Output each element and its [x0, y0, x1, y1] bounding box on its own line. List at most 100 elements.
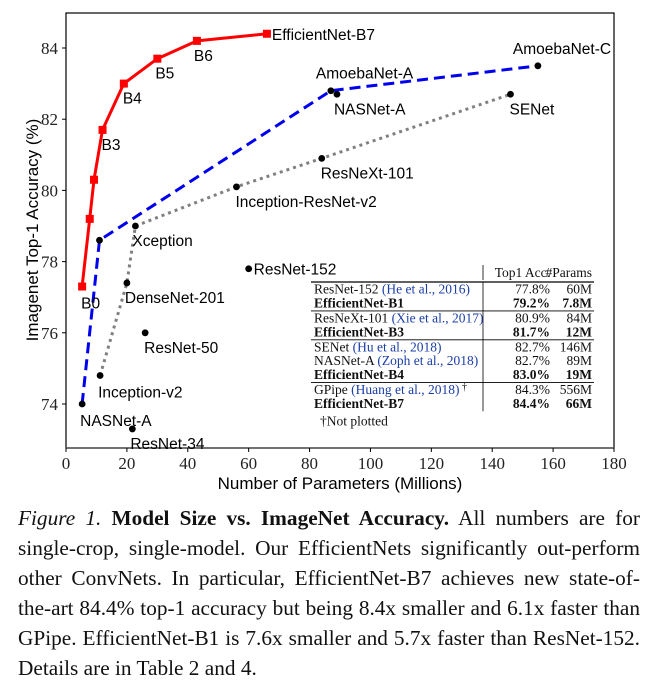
table-model-cell: EfficientNet-B4: [314, 367, 404, 382]
marker-hand-designed: [233, 183, 240, 191]
marker-efficientnet: [119, 79, 128, 88]
axes: 0 20 40 60 80 100 120 140 160 180 74 76 78 80 82 84: [41, 12, 627, 473]
point-label: ResNet-34: [130, 436, 204, 453]
caption-figure-label: Figure 1.: [18, 506, 102, 530]
point-label: AmoebaNet-C: [513, 41, 611, 58]
marker-efficientnet: [78, 282, 87, 291]
x-axis-label: Number of Parameters (Millions): [218, 474, 463, 493]
x-tick-label: 40: [179, 454, 196, 473]
marker-efficientnet: [262, 29, 271, 38]
table-model-name: ResNeXt-101: [314, 311, 388, 326]
marker-nas-based: [78, 400, 86, 408]
table-acc-cell: 79.2%: [513, 295, 550, 310]
point-label: B3: [102, 137, 121, 154]
y-tick-label: 76: [41, 324, 58, 343]
table-citation: (Zoph et al., 2018): [374, 353, 478, 368]
x-tick-label: 60: [240, 454, 257, 473]
table-citation: (Huang et al., 2018): [348, 382, 460, 397]
series-layer: [78, 29, 542, 433]
point-label: Inception-ResNet-v2: [235, 194, 376, 211]
point-label: ResNet-152: [254, 262, 337, 279]
point-label: NASNet-A: [334, 101, 406, 118]
table-acc-cell: 81.7%: [513, 324, 550, 339]
marker-hand-designed: [96, 372, 104, 379]
table-citation: (Xie et al., 2017): [388, 311, 483, 326]
marker-hand-designed: [123, 279, 131, 287]
marker-hand-designed: [318, 154, 326, 162]
marker-other: [333, 90, 341, 98]
table-acc-cell: 80.9%: [515, 311, 550, 326]
y-tick-label: 78: [41, 253, 58, 272]
table-acc-cell: 82.7%: [515, 353, 550, 368]
table-model-name: EfficientNet-B7: [314, 396, 404, 411]
table-model-cell: GPipe (Huang et al., 2018) †: [314, 382, 467, 397]
marker-efficientnet: [192, 36, 201, 45]
table-model-name: GPipe: [314, 382, 348, 397]
series-line-hand-designed: [98, 92, 511, 376]
point-label: NASNet-A: [80, 413, 152, 430]
marker-nas-based: [534, 62, 542, 70]
table-params-cell: 556M: [560, 382, 592, 397]
table-params-cell: 19M: [566, 367, 593, 382]
table-model-name: SENet: [314, 340, 349, 355]
point-label: B0: [81, 296, 100, 313]
table-model-cell: EfficientNet-B7: [314, 396, 404, 411]
table-model-cell: EfficientNet-B3: [314, 324, 404, 339]
marker-nas-based: [327, 87, 335, 95]
table-model-cell: EfficientNet-B1: [314, 295, 404, 310]
table-acc-cell: 84.4%: [513, 396, 550, 411]
marker-other: [245, 265, 253, 273]
point-label: B5: [155, 66, 174, 83]
x-tick-label: 100: [358, 454, 384, 473]
table-model-name: NASNet-A: [314, 353, 375, 368]
caption-title: Model Size vs. ImageNet Accuracy.: [111, 506, 450, 530]
table-acc-cell: 84.3%: [515, 382, 550, 397]
inset-table: Top1 Acc.#Params ResNet-152 (He et al., 2…: [311, 265, 594, 428]
series-line-efficientnet: [80, 32, 268, 287]
table-acc-cell: 77.8%: [515, 282, 550, 297]
point-label: DenseNet-201: [125, 290, 225, 307]
x-tick-label: 0: [62, 454, 71, 473]
marker-hand-designed: [507, 90, 514, 98]
point-label: Inception-v2: [98, 385, 182, 402]
marker-hand-designed: [132, 222, 139, 230]
x-tick-label: 140: [479, 454, 505, 473]
table-header-acc: Top1 Acc.: [495, 265, 550, 280]
table-model-name: EfficientNet-B1: [314, 295, 404, 310]
table-model-name: EfficientNet-B3: [314, 324, 404, 339]
figure-caption: Figure 1. Model Size vs. ImageNet Accura…: [18, 503, 640, 683]
marker-efficientnet: [85, 214, 94, 223]
x-tick-label: 160: [540, 454, 566, 473]
table-params-cell: 12M: [566, 324, 593, 339]
table-citation: (He et al., 2016): [379, 282, 470, 297]
table-model-cell: ResNeXt-101 (Xie et al., 2017): [314, 311, 483, 326]
table-acc-cell: 82.7%: [515, 340, 550, 355]
y-axis-label: Imagenet Top-1 Accuracy (%): [23, 119, 42, 342]
y-tick-label: 84: [41, 39, 59, 58]
caption-body: All numbers are for single-crop, single-…: [18, 506, 640, 680]
table-params-cell: 7.8M: [562, 295, 592, 310]
table-model-cell: SENet (Hu et al., 2018): [314, 340, 441, 355]
marker-other: [128, 425, 136, 433]
point-label: B4: [123, 91, 142, 108]
marker-nas-based: [96, 236, 103, 244]
y-tick-label: 82: [41, 110, 58, 129]
table-footnote: †Not plotted: [320, 413, 388, 428]
marker-efficientnet: [98, 125, 107, 134]
table-dagger: †: [459, 382, 467, 393]
table-params-cell: 84M: [566, 311, 592, 326]
table-params-cell: 89M: [566, 353, 592, 368]
point-label: ResNeXt-101: [321, 165, 414, 182]
point-label: EfficientNet-B7: [272, 27, 375, 44]
point-labels: B0 B3 B4 B5 B6 EfficientNet-B7 NASNet-A AmoebaN…: [80, 27, 611, 453]
marker-efficientnet: [90, 175, 99, 184]
table-model-cell: NASNet-A (Zoph et al., 2018): [314, 353, 478, 368]
table-citation: (Hu et al., 2018): [349, 340, 441, 355]
y-tick-label: 74: [41, 395, 59, 414]
marker-efficientnet: [153, 54, 162, 63]
table-model-cell: ResNet-152 (He et al., 2016): [314, 282, 470, 297]
table-acc-cell: 83.0%: [513, 367, 550, 382]
table-model-name: EfficientNet-B4: [314, 367, 404, 382]
point-label: SENet: [509, 101, 554, 118]
